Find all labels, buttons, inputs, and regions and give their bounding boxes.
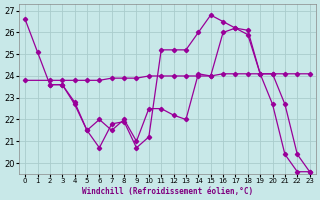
X-axis label: Windchill (Refroidissement éolien,°C): Windchill (Refroidissement éolien,°C) [82,187,253,196]
